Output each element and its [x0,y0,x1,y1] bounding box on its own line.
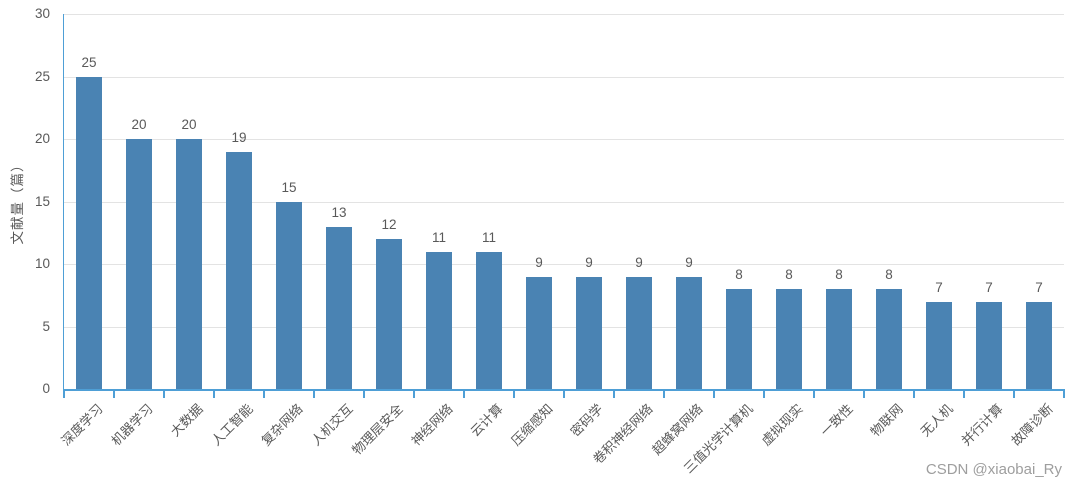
x-axis-category-label: 机器学习 [108,401,156,449]
plot-area: 0 5 10 15 20 25 30 25 20 20 19 15 13 12 11 11 9 9 9 9 8 8 8 8 7 7… [35,6,1065,476]
x-axis-tick [63,390,65,398]
x-axis-tick [1013,390,1015,398]
bar [276,201,302,389]
bar-value-label: 7 [985,279,993,295]
bar-value-label: 15 [281,179,297,195]
bar [426,251,452,389]
x-axis-tick [463,390,465,398]
bar-value-label: 9 [685,254,693,270]
bar [526,276,552,389]
bar-value-label: 9 [635,254,643,270]
y-axis-tick-label: 10 [34,256,50,271]
x-axis-tick [863,390,865,398]
bar [376,239,402,389]
x-axis-category-label: 压缩感知 [508,401,556,449]
x-axis-tick [313,390,315,398]
x-axis-tick [363,390,365,398]
bar [976,301,1002,389]
x-axis-tick [763,390,765,398]
x-axis-tick [113,390,115,398]
bar-value-label: 11 [481,229,496,245]
x-axis-tick [913,390,915,398]
bar [876,289,902,389]
gridline [64,139,1064,140]
bar [1026,301,1052,389]
bar [776,289,802,389]
x-axis-category-label: 云计算 [467,401,506,440]
y-axis-tick-label: 20 [34,131,50,146]
gridline [64,264,1064,265]
bar [126,139,152,389]
bar [726,289,752,389]
gridline [64,76,1064,78]
x-axis-tick [513,390,515,398]
bar [926,301,952,389]
bar-value-label: 8 [885,267,893,282]
gridline [64,326,1064,328]
y-axis-line [62,14,64,391]
x-axis-category-label: 一致性 [817,401,856,440]
y-axis-tick-label: 15 [34,193,50,209]
x-axis-category-label: 物理层安全 [349,401,406,458]
bar [676,276,702,389]
bar-value-label: 7 [1035,279,1043,295]
bar-value-label: 19 [231,129,247,145]
bar [176,139,202,389]
x-axis-category-label: 虚拟现实 [758,401,806,449]
y-axis-tick-label: 0 [42,381,50,396]
x-axis-category-label: 故障诊断 [1008,401,1056,449]
bar-value-label: 9 [585,254,593,270]
bar-value-label: 11 [431,229,446,245]
bar-value-label: 9 [535,254,543,270]
bar-value-label: 8 [735,267,743,282]
bar-value-label: 20 [131,117,147,132]
x-axis-tick [213,390,215,398]
x-axis-category-label: 深度学习 [58,401,106,449]
x-axis-tick [663,390,665,398]
gridline [64,14,1064,15]
x-axis-tick [263,390,265,398]
y-axis-tick-label: 30 [34,6,50,21]
csdn-watermark: CSDN @xiaobai_Ry [925,461,1062,478]
y-axis-tick-label: 25 [34,68,50,84]
gridline [64,201,1064,203]
x-axis-tick [563,390,565,398]
bar-value-label: 8 [785,267,793,282]
x-axis-category-label: 密码学 [567,401,606,440]
bar [76,76,102,389]
x-axis-tick [813,390,815,398]
x-axis-tick [613,390,615,398]
x-axis-category-label: 复杂网络 [258,401,306,449]
x-axis-tick [963,390,965,398]
x-axis-category-label: 神经网络 [408,401,456,449]
x-axis-tick [1063,390,1065,398]
x-axis-category-label: 大数据 [167,401,206,440]
bar-value-label: 7 [935,279,943,295]
x-axis-tick [713,390,715,398]
bar-value-label: 12 [381,217,397,232]
bar-value-label: 13 [331,204,347,220]
bar [826,289,852,389]
y-axis-tick-label: 5 [42,318,50,334]
bar [476,251,502,389]
x-axis-category-label: 人工智能 [208,401,256,449]
bar-value-label: 20 [181,117,197,132]
bar [576,276,602,389]
x-axis-category-label: 无人机 [917,401,956,440]
bar [326,226,352,389]
x-axis-category-label: 物联网 [867,401,906,440]
x-axis-tick [413,390,415,398]
bar [226,151,252,389]
x-axis-tick [163,390,165,398]
x-axis-category-label: 并行计算 [958,401,1006,449]
bar-value-label: 8 [835,267,843,282]
bar [626,276,652,389]
bar-value-label: 25 [81,54,97,70]
x-axis-line [63,389,1065,391]
